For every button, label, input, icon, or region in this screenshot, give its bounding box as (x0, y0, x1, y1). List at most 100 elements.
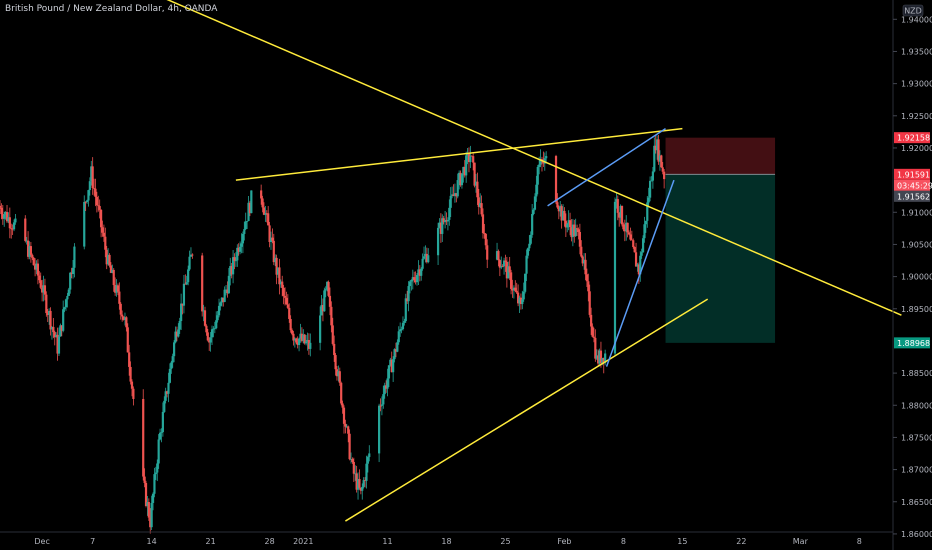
candle (201, 252, 204, 317)
trend-line[interactable] (605, 179, 675, 367)
candle (467, 147, 471, 173)
candle (303, 333, 306, 345)
price-tick-label: 1.89500 (901, 305, 932, 314)
candle (448, 199, 451, 226)
candle (362, 477, 365, 489)
candle (632, 238, 635, 249)
candle (418, 265, 421, 282)
candle (178, 317, 181, 334)
time-axis[interactable]: Dec 7 14 21 28 2021 11 18 25 Feb 8 15 22 Mar 8 (34, 537, 861, 546)
candle (639, 251, 642, 282)
stop-loss-zone[interactable] (665, 137, 776, 175)
candle (408, 280, 412, 294)
candle (556, 193, 559, 209)
candle (578, 223, 581, 255)
candle (97, 195, 100, 212)
candle (264, 206, 267, 222)
candle (267, 206, 270, 226)
price-tick-label: 1.92500 (901, 112, 932, 121)
candle (563, 207, 566, 227)
candle (599, 341, 603, 368)
candle (126, 323, 129, 353)
candle (363, 477, 367, 488)
candle (354, 465, 357, 481)
trend-line[interactable] (235, 127, 683, 181)
trend-line[interactable] (345, 298, 709, 522)
candle (417, 260, 420, 285)
candle (535, 175, 538, 202)
candle (456, 173, 459, 199)
candle (463, 160, 466, 178)
currency-label: NZD (904, 7, 922, 16)
candle (73, 243, 76, 278)
candle (67, 287, 70, 296)
candle (449, 187, 452, 218)
candle (28, 241, 31, 260)
candle (304, 334, 308, 346)
candle (99, 209, 103, 238)
candle (436, 222, 440, 266)
candle (64, 298, 68, 311)
candle (397, 326, 400, 345)
candle (319, 306, 322, 351)
svg-text:1.92158: 1.92158 (897, 134, 930, 143)
candle (35, 260, 38, 275)
candle (414, 271, 417, 285)
candle (3, 211, 6, 227)
candle (38, 271, 41, 283)
candle (90, 160, 93, 186)
candle (361, 483, 364, 500)
candle (618, 212, 621, 227)
candle (588, 284, 591, 318)
candle (340, 381, 343, 406)
price-axis[interactable]: 1.94000 1.93500 1.93000 1.92500 1.92000 1.910… (893, 15, 932, 539)
position-zones (665, 137, 776, 343)
candle (466, 147, 469, 165)
candle (7, 212, 10, 224)
price-tag: 1.91591 (894, 168, 930, 180)
time-tick-label: 22 (736, 537, 746, 546)
candle (477, 188, 480, 215)
candle (573, 219, 576, 243)
candle (625, 215, 628, 241)
candle (411, 269, 414, 290)
candle (331, 317, 334, 346)
candle (302, 329, 305, 344)
candle (365, 455, 368, 489)
candle (619, 204, 622, 224)
candle (290, 328, 294, 336)
candle (278, 258, 281, 295)
candle (56, 327, 59, 361)
candle (261, 195, 264, 213)
candle (292, 330, 295, 346)
candle (57, 327, 61, 356)
candle (634, 242, 638, 267)
price-tick-label: 1.86000 (901, 530, 932, 539)
candle (143, 468, 146, 488)
candle (580, 240, 583, 258)
candle (484, 233, 487, 250)
candle (351, 457, 354, 464)
candle (511, 279, 514, 298)
trend-line[interactable] (34, 0, 902, 316)
trend-line[interactable] (547, 128, 666, 207)
price-tick-label: 1.87000 (901, 466, 932, 475)
candle (260, 184, 263, 205)
candle (650, 176, 653, 182)
candle (636, 262, 639, 272)
take-profit-zone[interactable] (665, 174, 776, 343)
candle (202, 304, 205, 322)
candle (378, 403, 381, 463)
price-tick-label: 1.94000 (901, 15, 932, 24)
candle (233, 253, 236, 270)
candle (445, 212, 448, 226)
candle (330, 301, 333, 333)
candle (170, 360, 173, 374)
candle (83, 195, 86, 250)
candle (584, 253, 587, 281)
candle (658, 150, 662, 171)
candle (279, 279, 282, 288)
candle (309, 333, 312, 357)
candle (226, 281, 229, 298)
